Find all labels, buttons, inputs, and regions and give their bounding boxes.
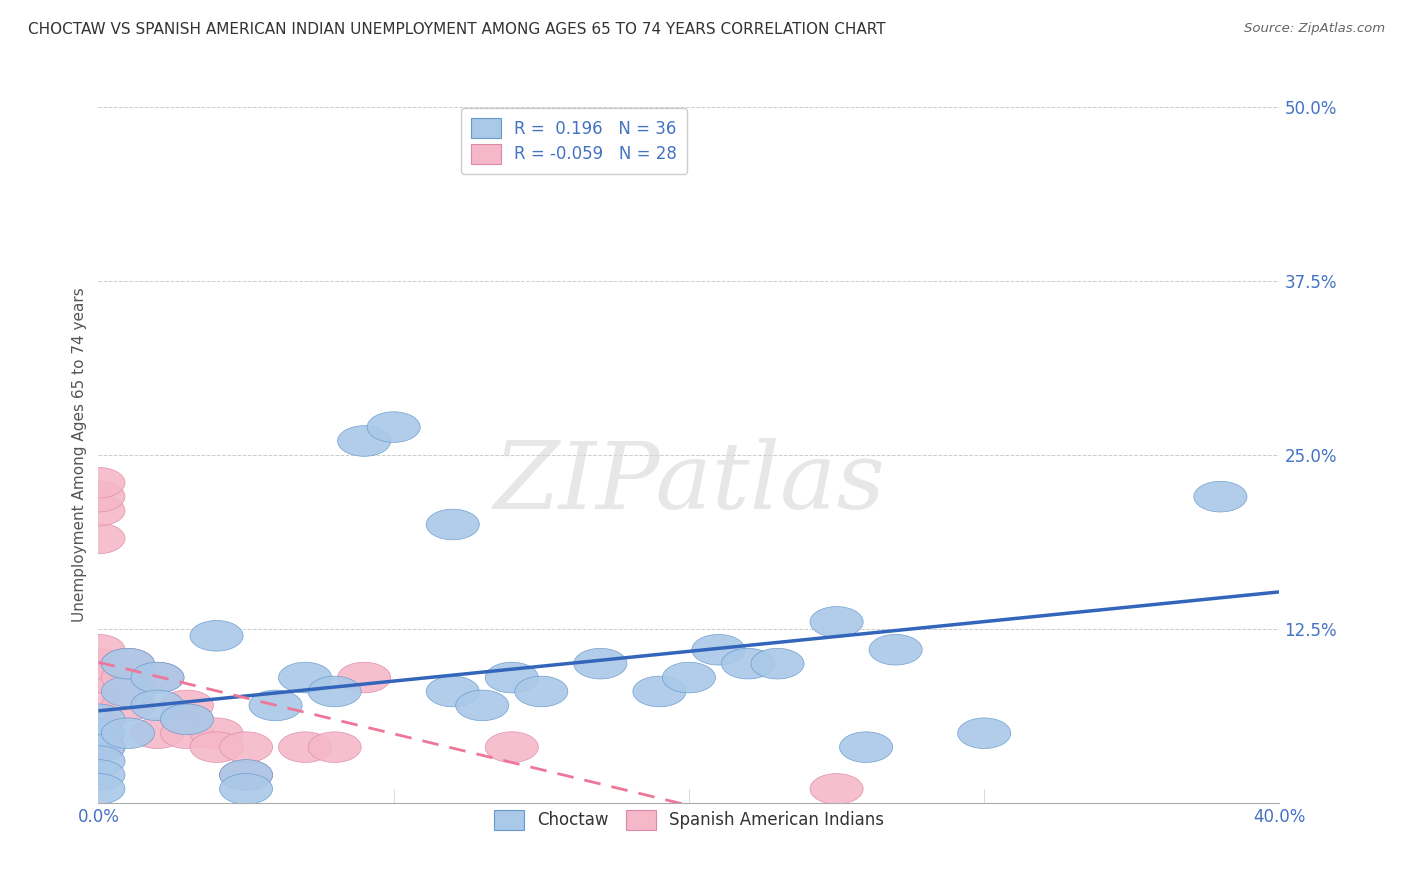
Ellipse shape bbox=[72, 482, 125, 512]
Text: CHOCTAW VS SPANISH AMERICAN INDIAN UNEMPLOYMENT AMONG AGES 65 TO 74 YEARS CORREL: CHOCTAW VS SPANISH AMERICAN INDIAN UNEMP… bbox=[28, 22, 886, 37]
Text: Source: ZipAtlas.com: Source: ZipAtlas.com bbox=[1244, 22, 1385, 36]
Ellipse shape bbox=[574, 648, 627, 679]
Ellipse shape bbox=[515, 676, 568, 706]
Ellipse shape bbox=[839, 731, 893, 763]
Ellipse shape bbox=[72, 467, 125, 498]
Ellipse shape bbox=[1194, 482, 1247, 512]
Ellipse shape bbox=[72, 704, 125, 735]
Ellipse shape bbox=[219, 760, 273, 790]
Ellipse shape bbox=[810, 773, 863, 805]
Ellipse shape bbox=[219, 773, 273, 805]
Text: ZIPatlas: ZIPatlas bbox=[494, 438, 884, 528]
Y-axis label: Unemployment Among Ages 65 to 74 years: Unemployment Among Ages 65 to 74 years bbox=[72, 287, 87, 623]
Ellipse shape bbox=[72, 662, 125, 693]
Ellipse shape bbox=[426, 509, 479, 540]
Ellipse shape bbox=[249, 690, 302, 721]
Ellipse shape bbox=[219, 731, 273, 763]
Ellipse shape bbox=[957, 718, 1011, 748]
Ellipse shape bbox=[131, 662, 184, 693]
Ellipse shape bbox=[101, 690, 155, 721]
Ellipse shape bbox=[721, 648, 775, 679]
Ellipse shape bbox=[131, 690, 184, 721]
Ellipse shape bbox=[337, 662, 391, 693]
Ellipse shape bbox=[131, 662, 184, 693]
Ellipse shape bbox=[190, 731, 243, 763]
Ellipse shape bbox=[751, 648, 804, 679]
Ellipse shape bbox=[72, 773, 125, 805]
Ellipse shape bbox=[72, 704, 125, 735]
Ellipse shape bbox=[72, 760, 125, 790]
Ellipse shape bbox=[72, 746, 125, 776]
Ellipse shape bbox=[190, 621, 243, 651]
Ellipse shape bbox=[72, 648, 125, 679]
Ellipse shape bbox=[72, 676, 125, 706]
Ellipse shape bbox=[101, 718, 155, 748]
Ellipse shape bbox=[426, 676, 479, 706]
Ellipse shape bbox=[72, 523, 125, 554]
Ellipse shape bbox=[337, 425, 391, 457]
Ellipse shape bbox=[485, 662, 538, 693]
Ellipse shape bbox=[131, 718, 184, 748]
Ellipse shape bbox=[810, 607, 863, 637]
Ellipse shape bbox=[72, 718, 125, 748]
Ellipse shape bbox=[72, 731, 125, 763]
Ellipse shape bbox=[662, 662, 716, 693]
Ellipse shape bbox=[72, 634, 125, 665]
Ellipse shape bbox=[278, 662, 332, 693]
Ellipse shape bbox=[160, 718, 214, 748]
Ellipse shape bbox=[101, 676, 155, 706]
Legend: Choctaw, Spanish American Indians: Choctaw, Spanish American Indians bbox=[488, 804, 890, 836]
Ellipse shape bbox=[72, 495, 125, 526]
Ellipse shape bbox=[72, 731, 125, 763]
Ellipse shape bbox=[72, 718, 125, 748]
Ellipse shape bbox=[101, 648, 155, 679]
Ellipse shape bbox=[219, 760, 273, 790]
Ellipse shape bbox=[190, 718, 243, 748]
Ellipse shape bbox=[869, 634, 922, 665]
Ellipse shape bbox=[308, 731, 361, 763]
Ellipse shape bbox=[367, 412, 420, 442]
Ellipse shape bbox=[101, 662, 155, 693]
Ellipse shape bbox=[456, 690, 509, 721]
Ellipse shape bbox=[308, 676, 361, 706]
Ellipse shape bbox=[160, 704, 214, 735]
Ellipse shape bbox=[633, 676, 686, 706]
Ellipse shape bbox=[160, 690, 214, 721]
Ellipse shape bbox=[278, 731, 332, 763]
Ellipse shape bbox=[101, 648, 155, 679]
Ellipse shape bbox=[485, 731, 538, 763]
Ellipse shape bbox=[160, 704, 214, 735]
Ellipse shape bbox=[692, 634, 745, 665]
